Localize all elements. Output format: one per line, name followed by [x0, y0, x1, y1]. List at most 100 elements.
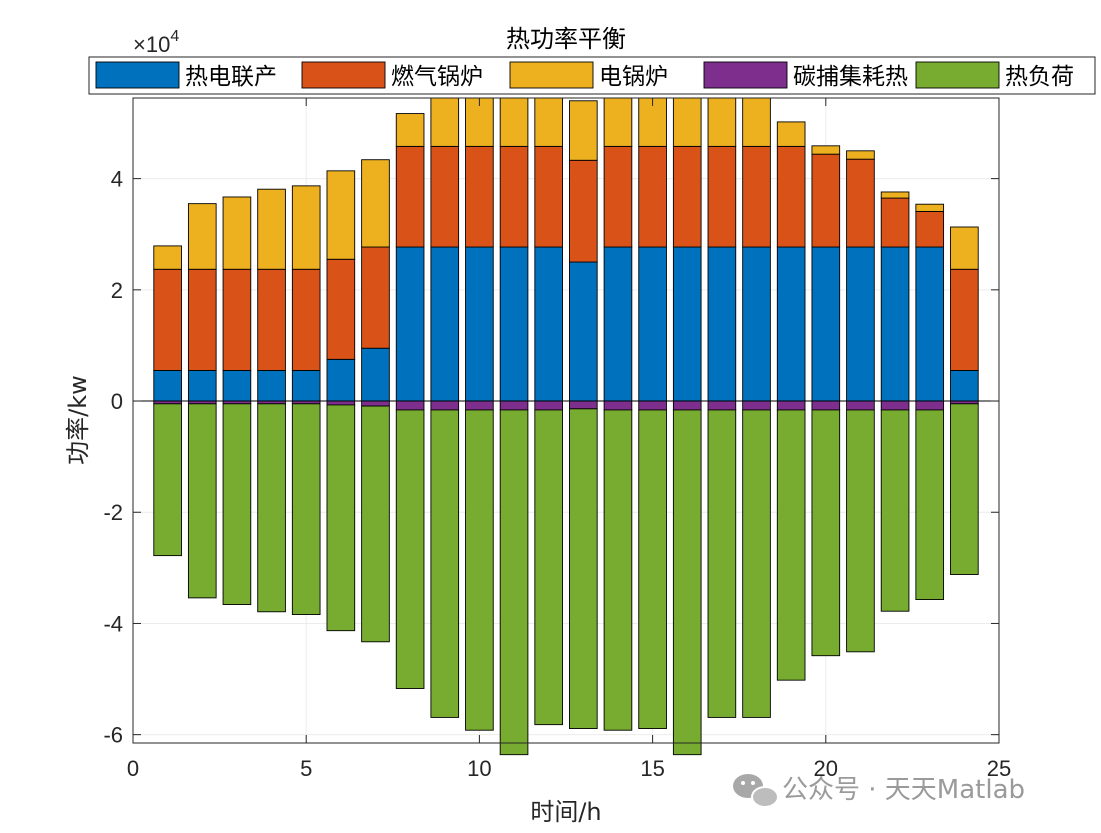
bar-2-h24 [950, 268, 979, 371]
bar-5-h16 [672, 409, 702, 756]
bar-5-h5 [291, 403, 321, 616]
bars-group [153, 97, 979, 756]
bar-5-h11 [499, 409, 529, 756]
bar-5-h6 [326, 404, 356, 632]
legend-item-5: 热负荷 [915, 61, 1074, 90]
y-tick-label: -4 [103, 611, 123, 636]
bar-5-h9 [430, 409, 460, 718]
bar-1-h12 [534, 246, 563, 402]
bar-3-h20 [811, 145, 841, 155]
bar-3-h11 [499, 97, 529, 147]
chart-title: 热功率平衡 [506, 25, 626, 53]
y-exponent-base: ×10 [133, 32, 170, 57]
bar-1-h17 [707, 246, 737, 402]
y-tick-label: 4 [111, 167, 123, 192]
bar-4-h17 [707, 400, 737, 411]
bar-1-h18 [742, 246, 771, 402]
legend-label: 碳捕集耗热 [793, 64, 908, 90]
bar-3-h24 [950, 226, 979, 270]
bar-3-h9 [430, 97, 460, 147]
bar-5-h15 [638, 409, 667, 729]
plot-frame [132, 97, 1000, 744]
bar-5-h3 [222, 403, 252, 605]
bar-5-h12 [534, 409, 563, 726]
bar-2-h4 [257, 268, 286, 371]
bar-5-h7 [361, 405, 390, 643]
bar-1-h10 [465, 246, 494, 402]
bar-2-h17 [707, 145, 737, 248]
bar-1-h14 [603, 246, 633, 402]
bar-1-h20 [811, 246, 841, 402]
bar-3-h10 [465, 97, 494, 147]
bar-5-h20 [811, 409, 841, 657]
bar-3-h16 [672, 97, 702, 147]
legend-label: 热电联产 [185, 64, 277, 90]
bar-4-h21 [846, 400, 875, 411]
legend-label: 热负荷 [1005, 64, 1074, 90]
legend-item-2: 燃气锅炉 [301, 61, 483, 90]
bar-2-h23 [915, 210, 945, 248]
bar-2-h8 [395, 145, 425, 248]
bar-1-h23 [915, 246, 945, 402]
bar-2-h7 [361, 246, 390, 349]
x-tick-label: 5 [300, 756, 312, 781]
legend: 热电联产 燃气锅炉 电锅炉 碳捕集耗热 热负荷 [88, 56, 1096, 95]
bar-4-h19 [776, 400, 806, 411]
wechat-icon [733, 774, 779, 808]
bar-5-h4 [257, 403, 286, 613]
bar-3-h15 [638, 97, 667, 147]
bar-5-h19 [776, 409, 806, 681]
legend-swatch [703, 61, 788, 89]
bar-3-h7 [361, 159, 390, 248]
legend-item-1: 热电联产 [95, 61, 277, 90]
bar-1-h3 [222, 370, 252, 402]
x-axis-title: 时间/h [530, 798, 601, 826]
bar-5-h22 [880, 409, 910, 612]
y-tick-label: 2 [111, 278, 123, 303]
bar-2-h5 [291, 268, 321, 371]
legend-item-4: 碳捕集耗热 [703, 61, 908, 90]
legend-item-3: 电锅炉 [509, 61, 668, 90]
bar-1-h7 [361, 347, 390, 402]
bar-4-h20 [811, 400, 841, 411]
axis-ticks: 0 5 10 15 20 25 -6 -4 -2 0 2 4 [103, 98, 1011, 781]
bar-2-h18 [742, 145, 771, 248]
bar-4-h18 [742, 400, 771, 411]
watermark: 公众号 · 天天Matlab [733, 774, 1025, 808]
bar-4-h22 [880, 400, 910, 411]
bar-2-h3 [222, 268, 252, 371]
bar-5-h13 [569, 408, 598, 729]
bar-4-h12 [534, 400, 563, 411]
bar-3-h4 [257, 188, 286, 270]
bar-2-h12 [534, 145, 563, 248]
bar-2-h1 [153, 268, 182, 371]
bar-2-h2 [187, 268, 217, 371]
bar-3-h2 [187, 203, 217, 270]
bar-4-h8 [395, 400, 425, 411]
x-tick-label: 10 [467, 756, 491, 781]
bar-2-h11 [499, 145, 529, 248]
bar-1-h2 [187, 370, 217, 402]
bar-3-h6 [326, 170, 356, 260]
bar-3-h17 [707, 97, 737, 147]
bar-4-h6 [326, 400, 356, 406]
bar-4-h13 [569, 400, 598, 410]
bar-2-h6 [326, 258, 356, 360]
bar-3-h14 [603, 97, 633, 147]
bar-1-h9 [430, 246, 460, 402]
bar-4-h14 [603, 400, 633, 411]
bar-3-h5 [291, 185, 321, 270]
bar-1-h5 [291, 370, 321, 402]
y-exponent-label: ×104 [133, 28, 179, 57]
y-tick-label: 0 [111, 389, 123, 414]
bar-1-h6 [326, 358, 356, 402]
bar-5-h2 [187, 403, 217, 599]
bar-1-h16 [672, 246, 702, 402]
bar-4-h11 [499, 400, 529, 411]
bar-3-h1 [153, 245, 182, 270]
y-tick-label: -6 [103, 723, 123, 748]
bar-3-h22 [880, 191, 910, 199]
bar-1-h1 [153, 370, 182, 402]
bar-3-h8 [395, 113, 425, 147]
bar-2-h15 [638, 145, 667, 248]
